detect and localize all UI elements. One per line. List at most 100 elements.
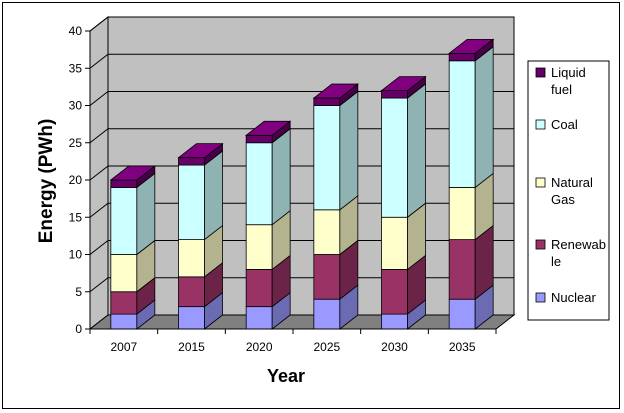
x-tick-label: 2007 (110, 340, 137, 354)
bar-2030 (380, 75, 427, 330)
bar-front (245, 306, 273, 330)
legend-item-renewable: Renewab le (535, 237, 606, 269)
bar-front (448, 239, 476, 300)
bar-side (339, 90, 359, 211)
bar-front (178, 276, 205, 308)
bar-top (177, 143, 224, 159)
legend-box (527, 60, 610, 321)
bar-segment-coal (178, 150, 223, 241)
legend-label: le (551, 254, 561, 269)
legend-item-natural-gas: Natural Gas (535, 175, 593, 207)
bar-front (178, 239, 205, 278)
bar-front (110, 291, 138, 315)
bar-front (313, 105, 341, 211)
bar-front (448, 52, 476, 62)
bar-segment-natural-gas (313, 194, 359, 256)
bar-segment-renewable (110, 276, 156, 315)
bar-2015 (177, 142, 224, 330)
legend-swatch (535, 292, 546, 303)
bar-front (381, 216, 408, 270)
gridline (89, 277, 514, 293)
bar-front (381, 268, 408, 315)
bar-front (381, 313, 408, 330)
y-tick-label: 15 (69, 210, 83, 224)
bar-segment-coal (448, 45, 494, 189)
bar-2020 (245, 120, 292, 330)
bar-front (110, 187, 138, 255)
y-tick-label: 0 (75, 322, 82, 336)
bar-top (448, 38, 495, 54)
bar-front (245, 268, 273, 308)
bar-segment-renewable (448, 224, 494, 301)
bar-front (178, 164, 205, 241)
bar-front (313, 298, 341, 330)
legend-label: Coal (551, 117, 578, 132)
y-axis-label: Energy (PWh) (36, 119, 57, 244)
legend-item-coal: Coal (535, 117, 578, 132)
bar-front (313, 254, 341, 300)
bar-front (245, 142, 273, 226)
bar-2035 (448, 38, 495, 330)
bar-top (245, 120, 292, 136)
bar-front (245, 134, 273, 144)
bar-segment-natural-gas (381, 202, 426, 271)
bar-side (204, 150, 223, 241)
bar-front (313, 97, 341, 106)
bar-front (381, 97, 408, 218)
bar-front (448, 60, 476, 188)
bar-front (178, 157, 205, 166)
bar-segment-liquid-fuel (110, 165, 156, 189)
bar-segment-renewable (381, 254, 426, 315)
bar-front (381, 90, 408, 99)
legend: Liquid fuel Coal Natural Gas Renewab le Nuclear (527, 60, 610, 321)
y-tick-label: 40 (69, 24, 83, 38)
x-tick-label: 2025 (313, 340, 340, 354)
bars (109, 38, 495, 330)
bar-segment-coal (313, 90, 359, 211)
x-tick-label: 2030 (381, 340, 408, 354)
bar-front (110, 179, 138, 188)
x-axis-ticks: 2007 2015 2020 2025 2030 2035 (89, 328, 497, 354)
bar-side (407, 83, 426, 219)
x-tick-label: 2020 (246, 340, 273, 354)
bar-top (109, 165, 156, 181)
gridline (89, 91, 514, 106)
y-tick-label: 30 (69, 99, 83, 113)
gridline (89, 53, 514, 69)
y-tick-label: 20 (69, 173, 83, 187)
legend-swatch (535, 67, 546, 78)
legend-label: Renewab (551, 237, 606, 252)
bar-segment-renewable (245, 254, 291, 308)
bar-front (448, 298, 476, 330)
bar-side (474, 45, 494, 189)
bar-front (110, 254, 138, 293)
bar-segment-coal (110, 172, 156, 256)
y-tick-label: 5 (75, 285, 82, 299)
legend-label: fuel (551, 82, 572, 97)
gridline (89, 165, 514, 181)
y-tick-label: 10 (69, 248, 83, 262)
legend-label: Natural (551, 175, 593, 190)
bar-top (312, 83, 359, 99)
bar-side (271, 127, 291, 226)
legend-label: Liquid (551, 65, 586, 80)
x-tick-label: 2035 (449, 340, 476, 354)
bar-segment-natural-gas (448, 172, 494, 241)
gridline (89, 240, 514, 255)
bar-front (110, 313, 138, 330)
gridline (89, 128, 514, 144)
legend-item-liquid-fuel: Liquid fuel (535, 65, 586, 97)
bar-segment-natural-gas (110, 239, 156, 293)
bar-segment-nuclear (178, 291, 223, 330)
y-tick-label: 35 (69, 61, 83, 75)
bar-front (313, 209, 341, 255)
gridline (89, 16, 514, 32)
legend-swatch (535, 239, 546, 250)
y-tick-label: 25 (69, 136, 83, 150)
bar-2025 (312, 83, 359, 330)
legend-label: Gas (551, 192, 575, 207)
bar-front (245, 224, 273, 270)
bar-segment-renewable (313, 239, 359, 301)
x-axis-label: Year (267, 366, 305, 386)
